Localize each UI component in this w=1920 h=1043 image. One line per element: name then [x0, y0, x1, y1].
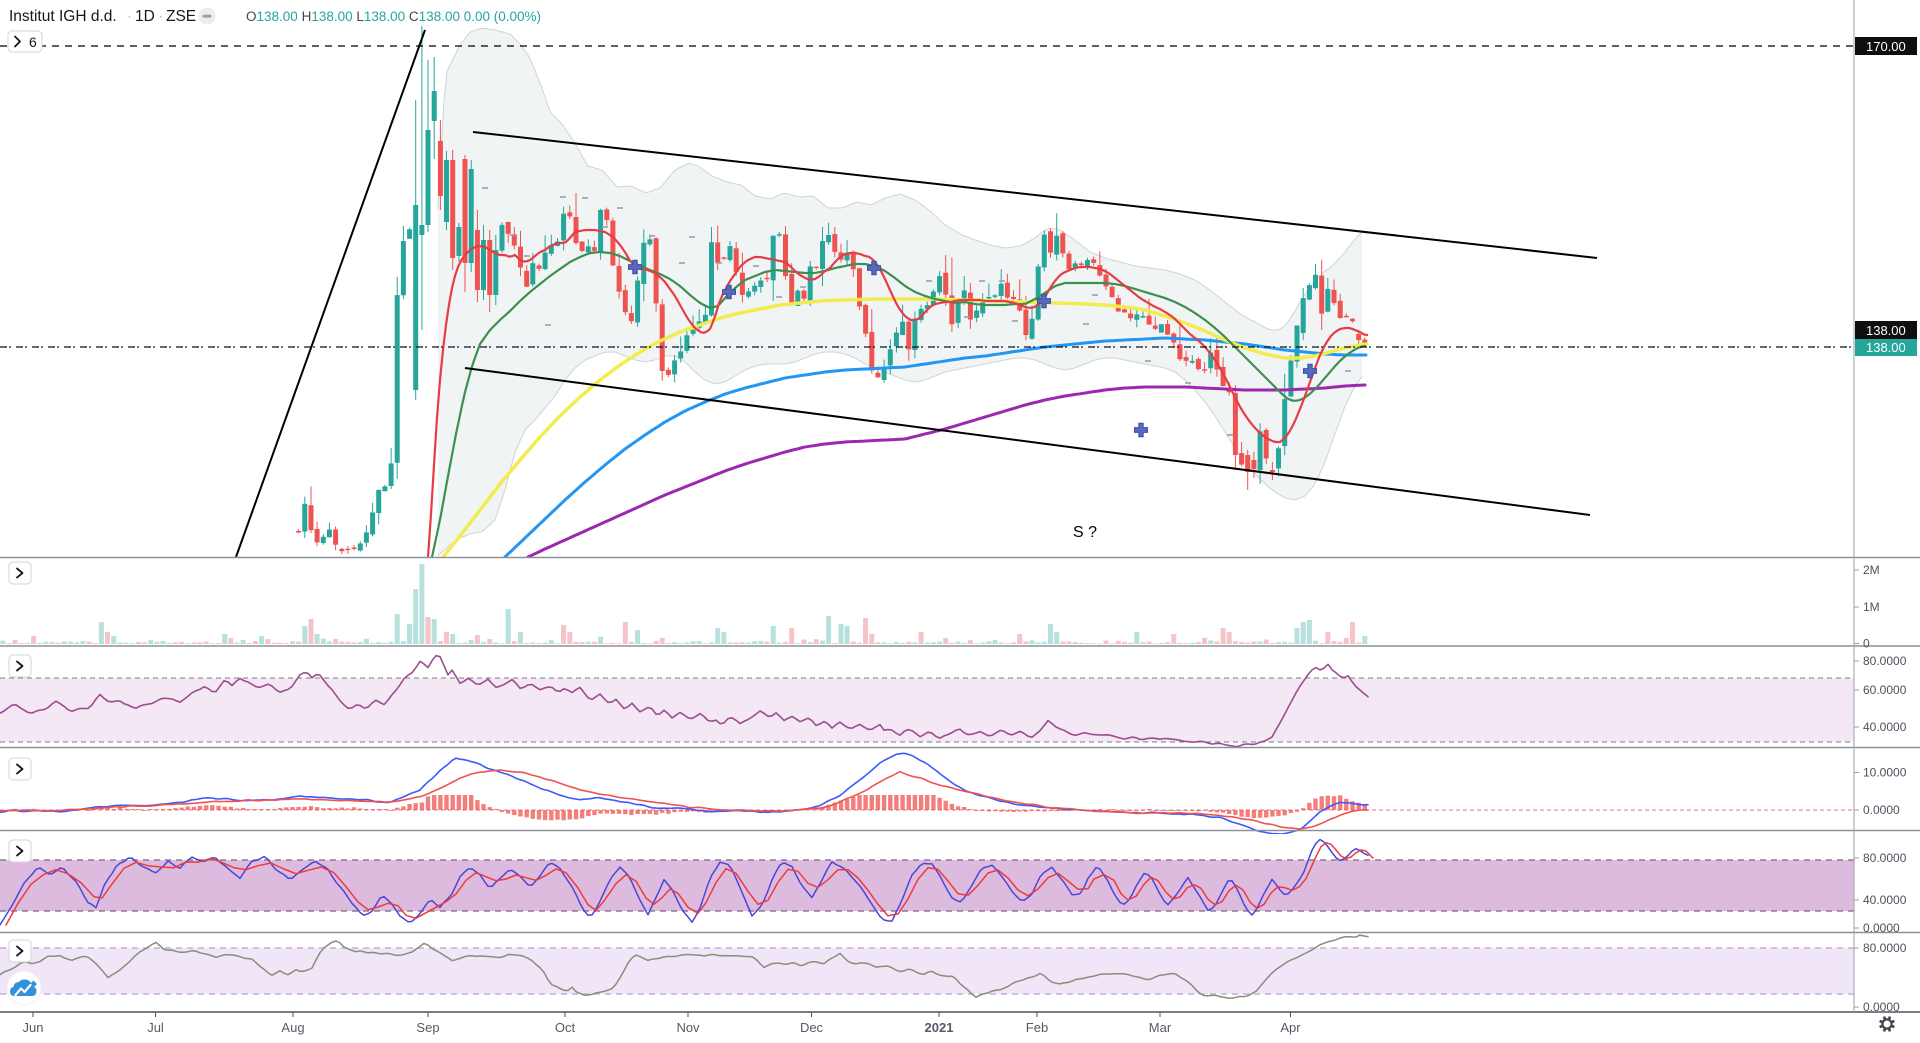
svg-text:0.0000: 0.0000	[1863, 1000, 1900, 1014]
svg-text:Feb: Feb	[1026, 1020, 1048, 1035]
svg-text:Jun: Jun	[23, 1020, 44, 1035]
svg-text:Institut IGH d.d.·1D·ZSE: Institut IGH d.d. · 1D · ZSE	[9, 8, 196, 25]
svg-text:138.00: 138.00	[1866, 323, 1906, 338]
svg-text:2M: 2M	[1863, 563, 1880, 577]
svg-text:138.00: 138.00	[1866, 340, 1906, 355]
svg-text:O138.00 H138.00 L138.00 C138.0: O138.00 H138.00 L138.00 C138.00 0.00 (0.…	[246, 9, 541, 24]
svg-text:Jul: Jul	[147, 1020, 164, 1035]
svg-text:Mar: Mar	[1149, 1020, 1172, 1035]
svg-text:1M: 1M	[1863, 600, 1880, 614]
svg-text:Oct: Oct	[555, 1020, 576, 1035]
svg-text:10.0000: 10.0000	[1863, 766, 1907, 780]
svg-text:80.0000: 80.0000	[1863, 851, 1907, 865]
svg-text:60.0000: 60.0000	[1863, 683, 1907, 697]
svg-text:80.0000: 80.0000	[1863, 654, 1907, 668]
svg-text:40.0000: 40.0000	[1863, 893, 1907, 907]
svg-text:Sep: Sep	[416, 1020, 439, 1035]
svg-text:80.0000: 80.0000	[1863, 941, 1907, 955]
svg-text:Apr: Apr	[1280, 1020, 1301, 1035]
svg-text:0: 0	[1863, 637, 1870, 651]
svg-text:Nov: Nov	[676, 1020, 700, 1035]
svg-text:170.00: 170.00	[1866, 39, 1906, 54]
svg-text:Aug: Aug	[281, 1020, 304, 1035]
svg-text:0.0000: 0.0000	[1863, 921, 1900, 935]
svg-text:0.0000: 0.0000	[1863, 803, 1900, 817]
svg-text:2021: 2021	[925, 1020, 954, 1035]
svg-text:Dec: Dec	[800, 1020, 824, 1035]
svg-text:40.0000: 40.0000	[1863, 720, 1907, 734]
svg-text:6: 6	[29, 34, 37, 50]
svg-text:S ?: S ?	[1073, 524, 1097, 541]
